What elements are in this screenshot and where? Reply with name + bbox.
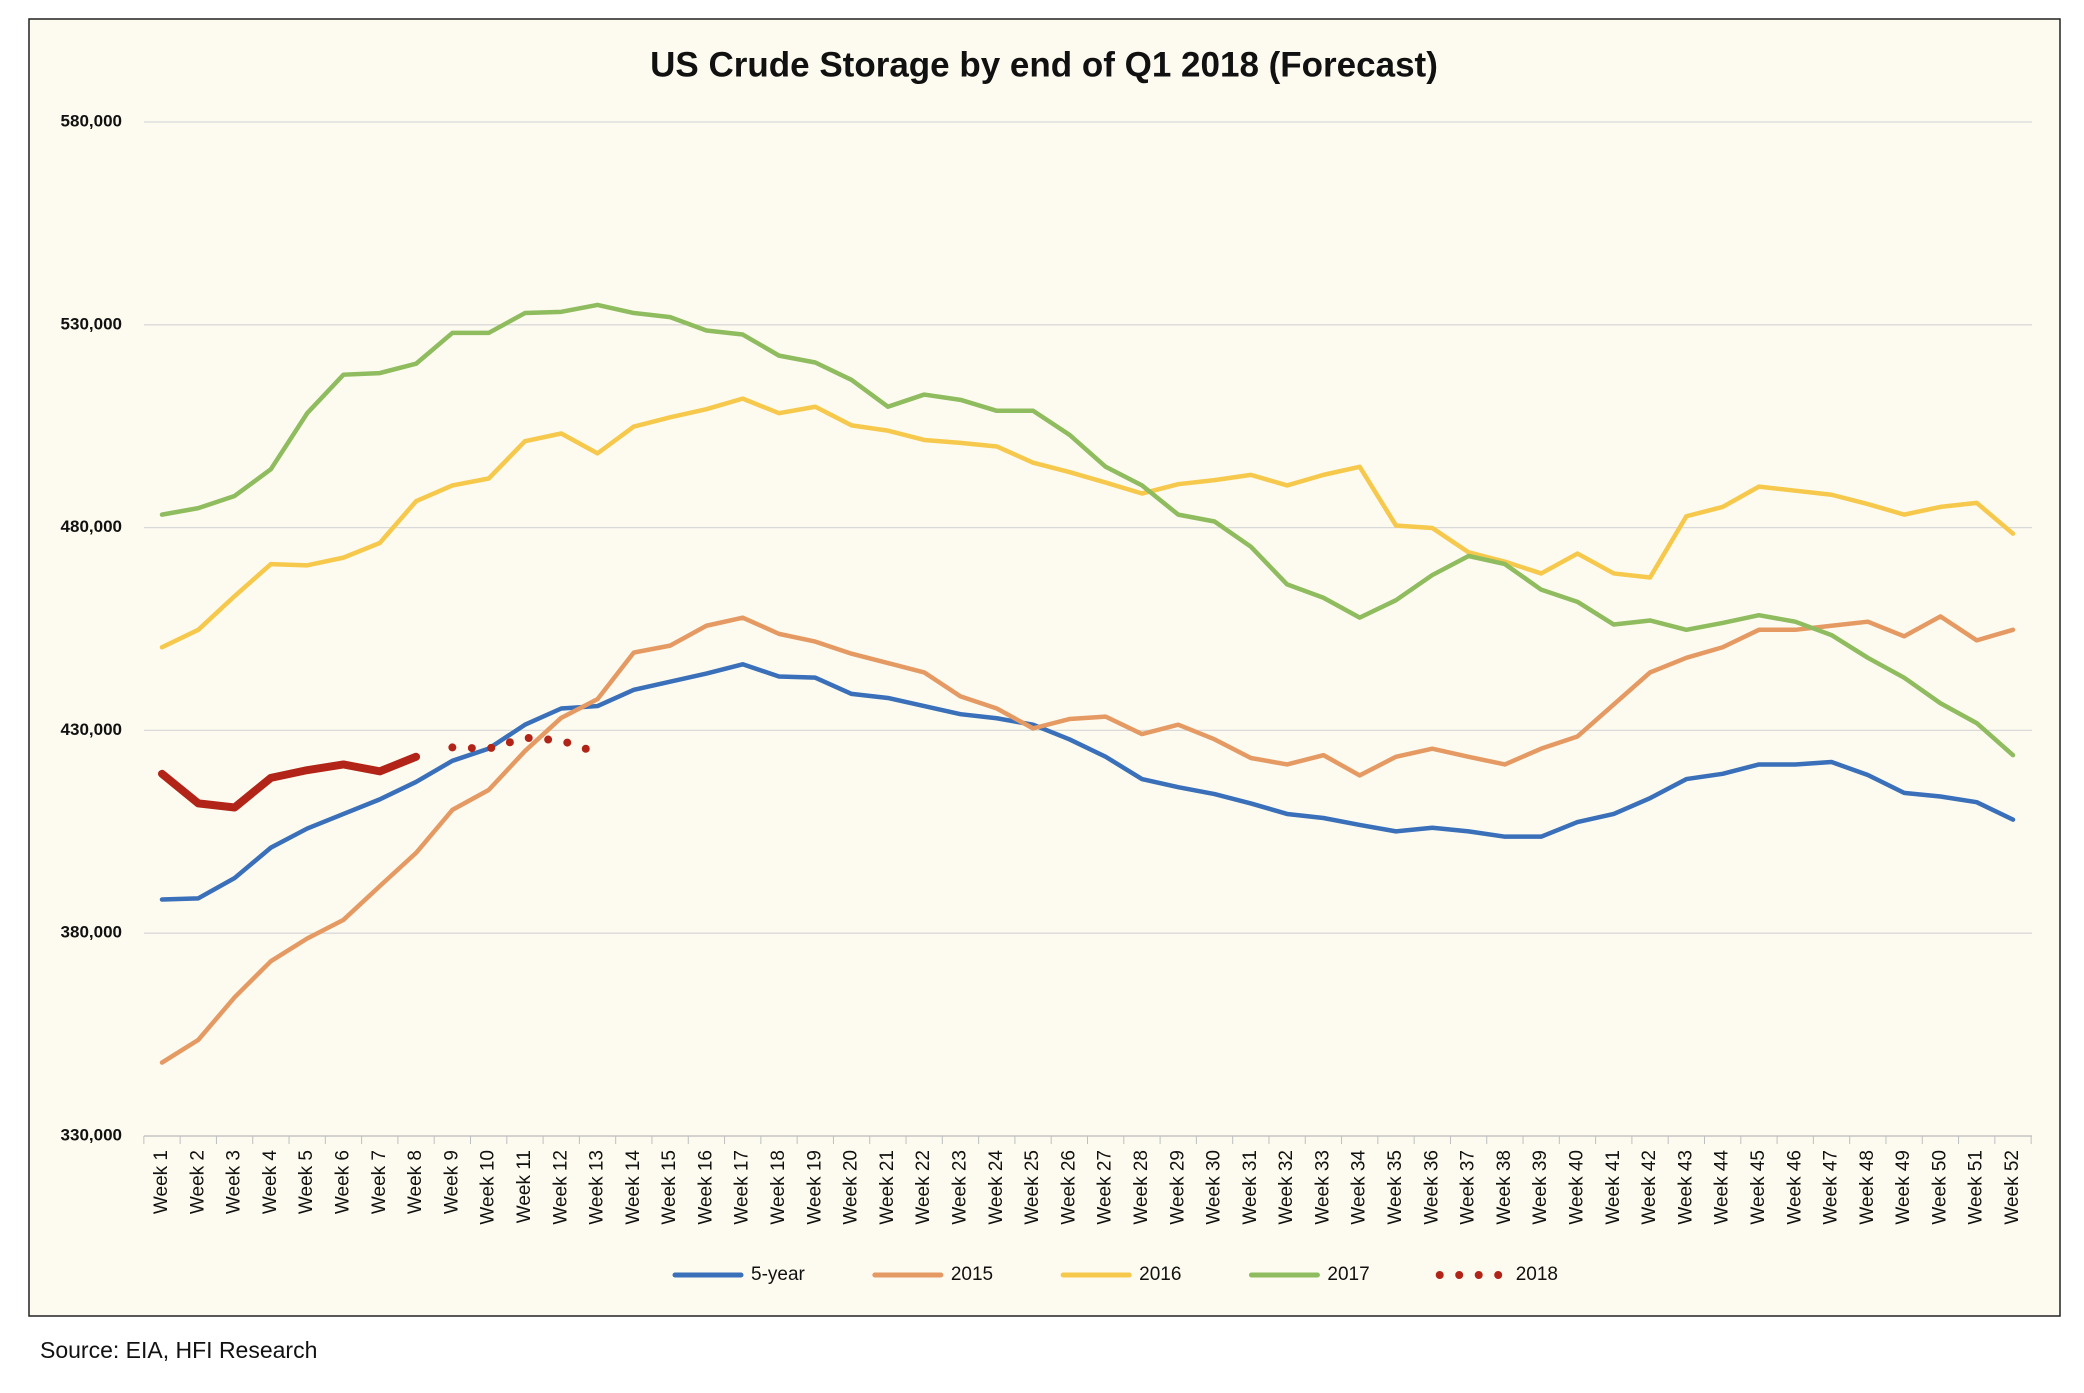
x-tick-label: Week 22 — [913, 1150, 934, 1225]
legend-label: 2016 — [1139, 1264, 1181, 1285]
x-tick-label: Week 26 — [1058, 1150, 1079, 1225]
x-tick-label: Week 40 — [1566, 1150, 1587, 1225]
x-tick-label: Week 42 — [1639, 1150, 1660, 1225]
y-tick-label: 480,000 — [61, 517, 122, 536]
x-tick-label: Week 2 — [187, 1150, 208, 1214]
x-tick-label: Week 14 — [623, 1150, 644, 1225]
x-tick-label: Week 28 — [1131, 1150, 1152, 1225]
x-tick-label: Week 48 — [1857, 1150, 1878, 1225]
forecast-line — [448, 733, 602, 757]
series-line — [159, 662, 2016, 902]
legend-label: 5-year — [751, 1264, 806, 1285]
x-tick-label: Week 41 — [1603, 1150, 1624, 1225]
legend-label: 2017 — [1327, 1264, 1369, 1285]
y-tick-label: 330,000 — [61, 1125, 122, 1144]
x-tick-label: Week 45 — [1748, 1150, 1769, 1225]
x-tick-label: Week 16 — [695, 1150, 716, 1225]
x-tick-label: Week 17 — [732, 1150, 753, 1225]
x-tick-label: Week 34 — [1349, 1150, 1370, 1225]
x-tick-label: Week 51 — [1966, 1150, 1987, 1225]
x-tick-label: Week 6 — [332, 1150, 353, 1214]
legend-label: 2018 — [1516, 1264, 1558, 1285]
x-tick-label: Week 24 — [986, 1150, 1007, 1225]
x-tick-label: Week 18 — [768, 1150, 789, 1225]
x-tick-label: Week 43 — [1675, 1150, 1696, 1225]
x-tick-label: Week 4 — [260, 1150, 281, 1215]
x-tick-label: Week 29 — [1167, 1150, 1188, 1225]
x-tick-label: Week 30 — [1204, 1150, 1225, 1225]
x-tick-label: Week 3 — [224, 1150, 245, 1214]
source-note: Source: EIA, HFI Research — [40, 1337, 317, 1363]
series-line — [159, 302, 2016, 758]
x-tick-label: Week 21 — [877, 1150, 898, 1225]
y-tick-label: 430,000 — [61, 720, 122, 739]
x-tick-label: Week 52 — [2002, 1150, 2023, 1225]
x-tick-label: Week 47 — [1821, 1150, 1842, 1225]
legend-label: 2015 — [951, 1264, 993, 1285]
x-tick-label: Week 19 — [804, 1150, 825, 1225]
y-tick-label: 380,000 — [61, 923, 122, 942]
x-tick-label: Week 46 — [1784, 1150, 1805, 1225]
x-tick-label: Week 37 — [1458, 1150, 1479, 1225]
x-tick-label: Week 50 — [1929, 1150, 1950, 1225]
x-tick-label: Week 27 — [1095, 1150, 1116, 1225]
x-tick-label: Week 36 — [1421, 1150, 1442, 1225]
series-line — [158, 752, 421, 812]
x-tick-label: Week 32 — [1276, 1150, 1297, 1225]
x-tick-label: Week 9 — [441, 1150, 462, 1214]
x-tick-label: Week 44 — [1712, 1150, 1733, 1225]
y-tick-label: 530,000 — [61, 314, 122, 333]
x-tick-label: Week 1 — [151, 1150, 172, 1214]
x-tick-label: Week 35 — [1385, 1150, 1406, 1225]
x-tick-label: Week 31 — [1240, 1150, 1261, 1225]
x-tick-label: Week 11 — [514, 1150, 535, 1223]
x-tick-label: Week 8 — [405, 1150, 426, 1214]
y-tick-label: 580,000 — [61, 111, 122, 130]
x-tick-label: Week 5 — [296, 1150, 317, 1214]
x-tick-label: Week 23 — [949, 1150, 970, 1225]
x-tick-label: Week 25 — [1022, 1150, 1043, 1225]
x-tick-label: Week 20 — [841, 1150, 862, 1225]
x-tick-label: Week 33 — [1312, 1150, 1333, 1225]
x-tick-label: Week 38 — [1494, 1150, 1515, 1225]
x-tick-label: Week 13 — [587, 1150, 608, 1225]
x-tick-label: Week 7 — [369, 1150, 390, 1214]
x-tick-label: Week 10 — [478, 1150, 499, 1225]
chart-frame — [28, 18, 2061, 1317]
x-tick-label: Week 15 — [659, 1150, 680, 1225]
series-line — [159, 614, 2016, 1065]
chart-title: US Crude Storage by end of Q1 2018 (Fore… — [650, 45, 1438, 84]
series-line — [159, 396, 2016, 650]
x-tick-label: Week 39 — [1530, 1150, 1551, 1225]
x-tick-label: Week 49 — [1893, 1150, 1914, 1225]
x-tick-label: Week 12 — [550, 1150, 571, 1225]
